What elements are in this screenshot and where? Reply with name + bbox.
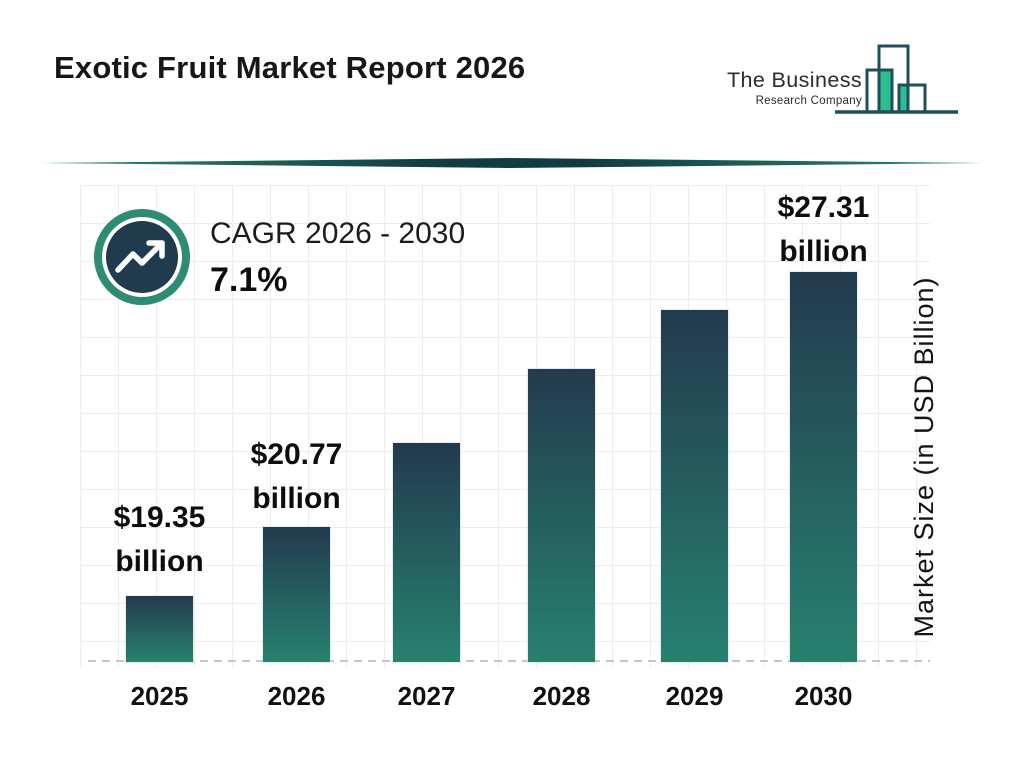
bar-2027: [393, 443, 460, 662]
trend-up-icon: [94, 209, 190, 305]
value-unit: billion: [779, 235, 868, 268]
bar-2026: [263, 527, 330, 662]
cagr-value: 7.1%: [210, 261, 288, 299]
bar-2029: [661, 310, 728, 662]
bar-2030: [790, 272, 857, 662]
bar-value-label-2025: $19.35 billion: [70, 496, 250, 584]
value-unit: billion: [252, 482, 341, 515]
x-axis-label-2030: 2030: [794, 681, 853, 711]
company-logo: The Business Research Company: [716, 38, 968, 122]
logo-text-line1: The Business: [726, 68, 862, 92]
chart-gridlines: [80, 185, 930, 667]
x-axis-label-2025: 2025: [130, 681, 189, 711]
bar-value-label-2026: $20.77 billion: [207, 433, 387, 521]
chart-baseline-dashed: [88, 660, 930, 662]
cagr-period-label: CAGR 2026 - 2030: [210, 217, 466, 250]
bar-value-label-2030: $27.31 billion: [734, 186, 914, 274]
value-amount: $19.35: [113, 501, 206, 534]
bar-2025: [126, 596, 193, 662]
x-axis-label-2028: 2028: [532, 681, 591, 711]
bar-2028: [528, 369, 595, 662]
value-amount: $27.31: [777, 191, 870, 224]
value-unit: billion: [115, 545, 204, 578]
y-axis-title: Market Size (in USD Billion): [909, 276, 939, 638]
value-amount: $20.77: [250, 438, 343, 471]
logo-bars-icon: [835, 44, 958, 114]
x-axis-label-2026: 2026: [267, 681, 326, 711]
header-divider: [40, 158, 985, 168]
x-axis-label-2027: 2027: [397, 681, 456, 711]
x-axis-label-2029: 2029: [665, 681, 724, 711]
page-title: Exotic Fruit Market Report 2026: [54, 50, 526, 85]
logo-text-line2: Research Company: [755, 95, 862, 107]
